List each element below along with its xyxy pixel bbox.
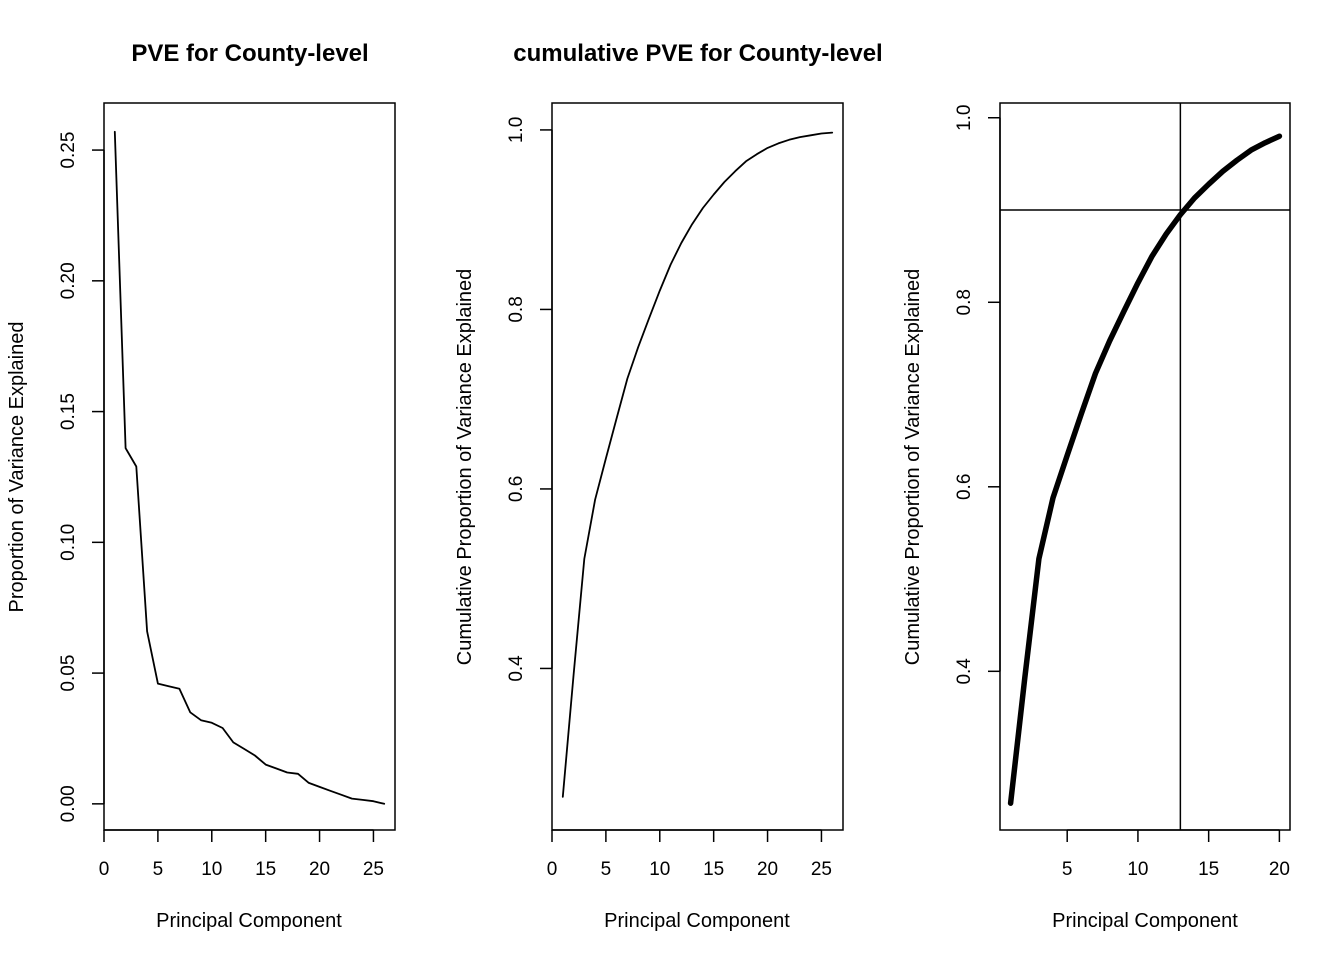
cumulative-pve-y-tick-label: 0.6	[506, 476, 527, 502]
threshold-series-line	[1007, 133, 1283, 806]
threshold-y-axis-label: Cumulative Proportion of Variance Explai…	[902, 269, 924, 666]
threshold-x-axis-label: Principal Component	[1052, 910, 1238, 932]
cumulative-pve-x-tick-label: 0	[547, 859, 558, 880]
threshold-x-tick-label: 15	[1198, 859, 1219, 880]
threshold-y-tick-label: 1.0	[954, 105, 975, 131]
pve-y-tick-label: 0.05	[58, 655, 79, 692]
cumulative-pve-y-tick-label: 0.8	[506, 296, 527, 322]
pve-x-tick-label: 25	[363, 859, 384, 880]
cumulative-pve-y-tick-label: 1.0	[506, 117, 527, 143]
cumulative-pve-chart-title: cumulative PVE for County-level	[513, 40, 882, 67]
pve-x-tick-label: 0	[99, 859, 110, 880]
threshold-y-tick-label: 0.4	[954, 658, 975, 685]
pve-y-tick-label: 0.10	[58, 524, 79, 561]
pve-y-axis-label: Proportion of Variance Explained	[6, 322, 28, 613]
pve-chart-title: PVE for County-level	[131, 40, 368, 67]
pve-x-tick-label: 20	[309, 859, 330, 880]
pve-panel: PVE for County-level Principal Component…	[6, 40, 396, 932]
pve-y-tick-label: 0.25	[58, 132, 79, 169]
cumulative-pve-y-tick-label: 0.4	[506, 655, 527, 682]
cumulative-pve-threshold-panel: Principal Component Cumulative Proportio…	[902, 102, 1291, 932]
pve-x-tick-label: 5	[153, 859, 164, 880]
cumulative-pve-x-axis-label: Principal Component	[604, 910, 790, 932]
pve-y-tick-label: 0.15	[58, 393, 79, 430]
pve-y-tick-label: 0.00	[58, 785, 79, 822]
cumulative-pve-y-axis-label: Cumulative Proportion of Variance Explai…	[454, 269, 476, 666]
cumulative-pve-x-tick-label: 5	[601, 859, 612, 880]
cumulative-pve-x-tick-label: 20	[757, 859, 778, 880]
threshold-y-tick-label: 0.6	[954, 474, 975, 500]
pve-x-tick-label: 15	[255, 859, 276, 880]
threshold-y-tick-label: 0.8	[954, 289, 975, 315]
cumulative-pve-x-tick-label: 15	[703, 859, 724, 880]
cumulative-pve-series-line	[561, 131, 834, 798]
pve-x-tick-label: 10	[201, 859, 222, 880]
pve-y-tick-label: 0.20	[58, 262, 79, 299]
cumulative-pve-x-tick-label: 10	[649, 859, 670, 880]
threshold-x-tick-label: 10	[1127, 859, 1148, 880]
threshold-plot-frame	[999, 102, 1291, 831]
pve-series-line	[113, 130, 386, 805]
cumulative-pve-x-tick-label: 25	[811, 859, 832, 880]
cumulative-pve-plot-frame	[551, 102, 844, 831]
pve-x-axis-label: Principal Component	[156, 910, 342, 932]
threshold-x-tick-label: 5	[1062, 859, 1073, 880]
cumulative-pve-panel: cumulative PVE for County-level Principa…	[454, 40, 883, 932]
threshold-x-tick-label: 20	[1269, 859, 1290, 880]
pve-plot-frame	[103, 102, 396, 831]
